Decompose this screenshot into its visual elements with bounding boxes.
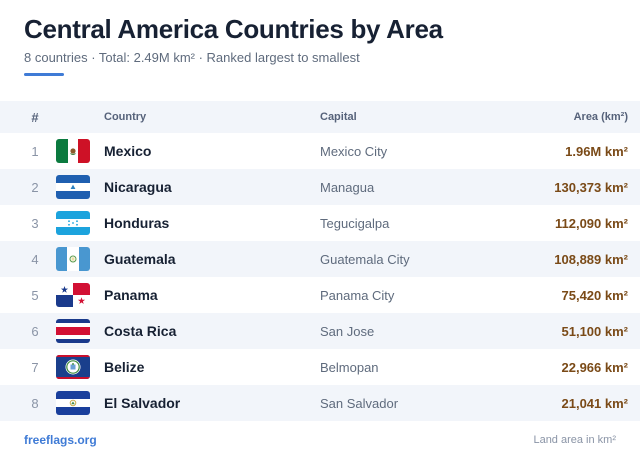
table-row: 3 Honduras Tegucigalpa 112,090 km²: [0, 205, 640, 241]
page-footer: freeflags.org Land area in km²: [24, 433, 616, 447]
table-row: 1 Mexico Mexico City 1.96M km²: [0, 133, 640, 169]
column-header-rank: #: [31, 109, 39, 125]
honduras-flag-icon: [56, 211, 90, 235]
row-area: 21,041 km²: [561, 395, 629, 411]
countries-table: # Country Capital Area (km²) 1 Mexico Me…: [0, 101, 640, 421]
panama-flag-icon: [56, 283, 90, 307]
row-rank: 5: [31, 287, 39, 303]
table-row: 6 Costa Rica San Jose 51,100 km²: [0, 313, 640, 349]
row-capital: Mexico City: [320, 143, 388, 159]
row-country: Panama: [104, 287, 158, 303]
row-area: 75,420 km²: [561, 287, 629, 303]
el-salvador-flag-icon: [56, 391, 90, 415]
costa-rica-flag-icon: [56, 319, 90, 343]
row-area: 51,100 km²: [561, 323, 629, 339]
row-rank: 6: [31, 323, 39, 339]
column-header-country: Country: [104, 111, 147, 123]
page-subtitle: 8 countries · Total: 2.49M km² · Ranked …: [24, 50, 360, 65]
table-row: 7 Belize Belmopan 22,966 km²: [0, 349, 640, 385]
row-rank: 7: [31, 359, 39, 375]
row-capital: Guatemala City: [320, 251, 410, 267]
row-capital: Panama City: [320, 287, 395, 303]
row-country: Belize: [104, 359, 145, 375]
row-rank: 1: [31, 143, 39, 159]
row-area: 1.96M km²: [565, 143, 628, 159]
row-area: 108,889 km²: [554, 251, 628, 267]
row-country: Honduras: [104, 215, 170, 231]
row-area: 22,966 km²: [561, 359, 629, 375]
table-body: 1 Mexico Mexico City 1.96M km² 2: [0, 133, 640, 421]
row-capital: Belmopan: [320, 359, 379, 375]
page-title: Central America Countries by Area: [24, 14, 443, 44]
guatemala-flag-icon: [56, 247, 90, 271]
row-area: 112,090 km²: [554, 215, 628, 231]
row-rank: 2: [31, 179, 39, 195]
freeflags-link[interactable]: freeflags.org: [24, 433, 97, 447]
row-country: Guatemala: [104, 251, 176, 267]
row-country: Nicaragua: [104, 179, 172, 195]
column-header-capital: Capital: [320, 111, 357, 123]
row-capital: Tegucigalpa: [320, 215, 390, 231]
belize-flag-icon: [56, 355, 90, 379]
column-header-area: Area (km²): [573, 111, 628, 123]
footnote: Land area in km²: [533, 434, 616, 446]
nicaragua-flag-icon: [56, 175, 90, 199]
row-country: Mexico: [104, 143, 152, 159]
table-header: # Country Capital Area (km²): [0, 101, 640, 133]
row-capital: Managua: [320, 179, 375, 195]
title-accent-bar: [24, 73, 64, 76]
row-capital: San Jose: [320, 323, 375, 339]
table-row: 5 Panama Panama City 75,420 km²: [0, 277, 640, 313]
row-country: El Salvador: [104, 395, 181, 411]
table-row: 2 Nicaragua Managua 130,373 km²: [0, 169, 640, 205]
row-area: 130,373 km²: [554, 179, 628, 195]
row-rank: 4: [31, 251, 39, 267]
row-rank: 3: [31, 215, 39, 231]
row-rank: 8: [31, 395, 39, 411]
mexico-flag-icon: [56, 139, 90, 163]
table-row: 8 El Salvador San Salvador 21,041 km²: [0, 385, 640, 421]
table-row: 4 Guatemala Guatemala City 108,889 km²: [0, 241, 640, 277]
page-header: Central America Countries by Area 8 coun…: [24, 14, 443, 76]
row-capital: San Salvador: [320, 395, 399, 411]
row-country: Costa Rica: [104, 323, 177, 339]
